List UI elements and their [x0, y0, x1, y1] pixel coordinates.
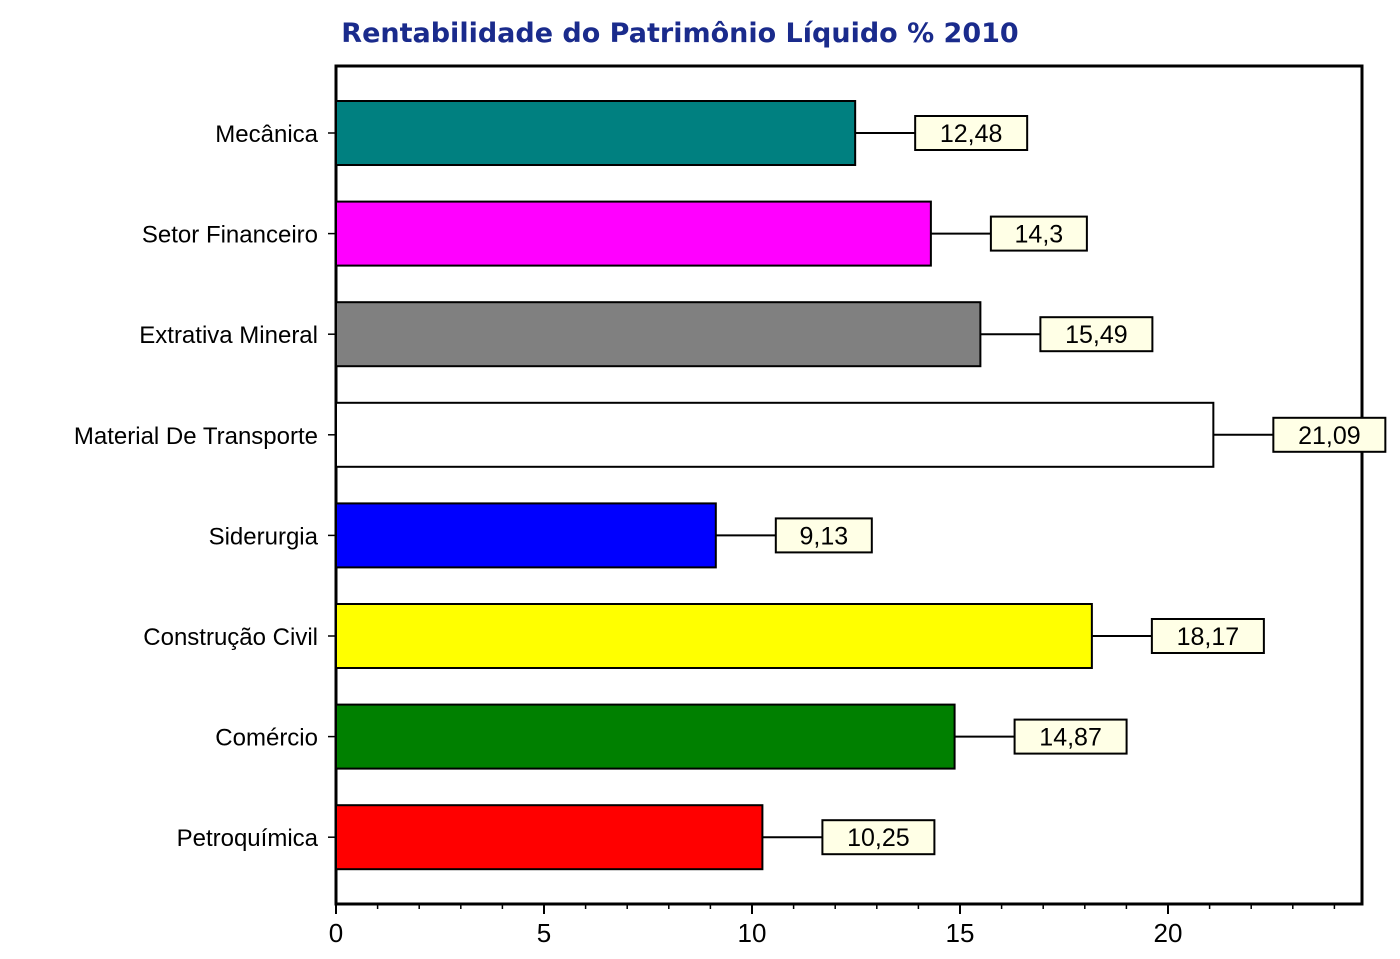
bar [335, 100, 857, 166]
data-label-box [1039, 316, 1154, 353]
bar [335, 502, 717, 569]
x-tick-label: 10 [738, 918, 767, 948]
plot-frame [334, 64, 1364, 906]
category-label: Petroquímica [177, 825, 319, 852]
data-label: 12,48 [940, 120, 1003, 148]
category-label: Extrativa Mineral [139, 322, 318, 349]
x-tick-label: 20 [1154, 918, 1183, 948]
category-label: Comércio [215, 725, 318, 752]
data-label: 18,17 [1177, 623, 1240, 651]
bar [335, 804, 764, 871]
category-label: Mecânica [215, 121, 318, 148]
data-label: 15,49 [1065, 321, 1128, 349]
chart-title: Rentabilidade do Patrimônio Líquido % 20… [341, 18, 1019, 49]
x-tick-label: 0 [329, 918, 343, 948]
bar [335, 603, 1093, 669]
data-label-box [914, 115, 1029, 151]
data-label: 14,87 [1039, 724, 1102, 752]
x-tick-label: 15 [946, 918, 975, 948]
category-label: Material De Transporte [74, 423, 318, 450]
data-label-box [821, 819, 936, 856]
data-label: 9,13 [799, 522, 848, 550]
x-tick-label: 5 [537, 918, 551, 948]
bar [335, 703, 956, 770]
data-label-box [989, 215, 1088, 252]
data-label-box [1272, 416, 1387, 453]
category-label: Construção Civil [143, 624, 318, 651]
data-label-box [1013, 718, 1128, 755]
data-label-box [774, 517, 873, 554]
data-label-box [1150, 618, 1265, 654]
category-label: Siderurgia [209, 523, 319, 550]
bar [335, 401, 1215, 468]
bar [335, 200, 932, 267]
data-label: 21,09 [1298, 422, 1361, 450]
data-label: 10,25 [847, 824, 910, 852]
bar [335, 301, 982, 368]
data-label: 14,3 [1015, 221, 1064, 249]
category-label: Setor Financeiro [142, 222, 318, 249]
